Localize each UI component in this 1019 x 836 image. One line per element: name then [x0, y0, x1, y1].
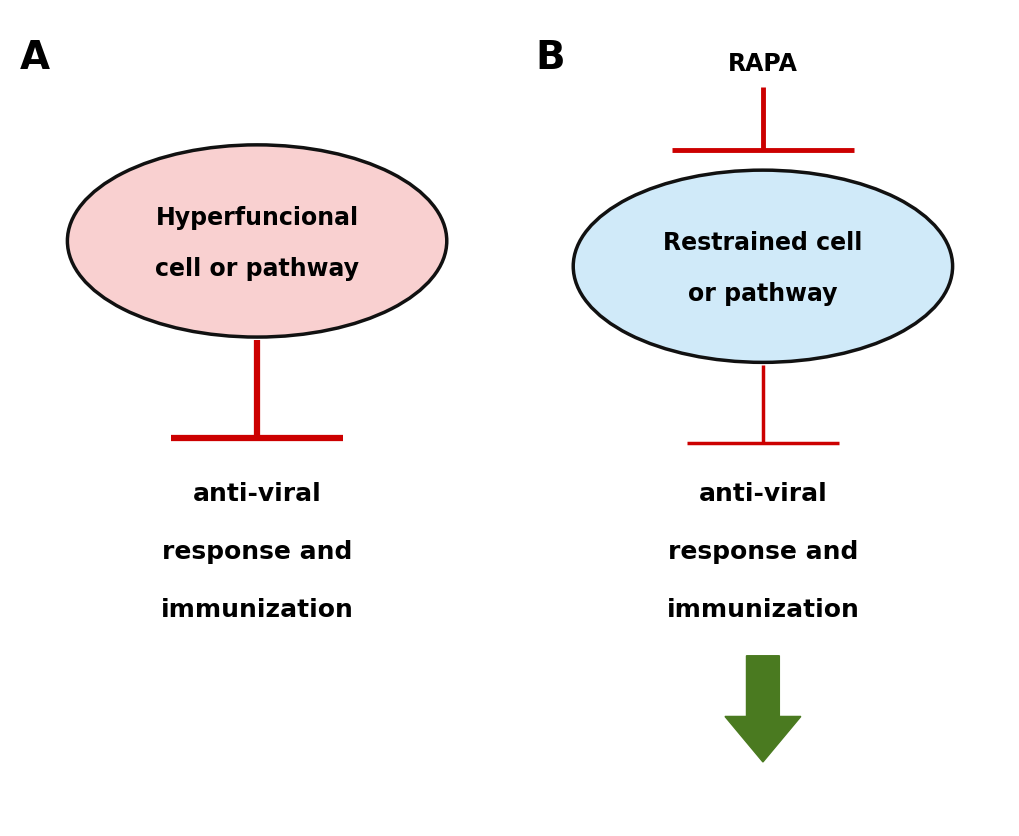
Text: response and: response and: [667, 540, 857, 564]
Text: cell or pathway: cell or pathway: [155, 257, 359, 281]
Ellipse shape: [573, 171, 952, 362]
Ellipse shape: [67, 145, 446, 337]
Text: Hyperfuncional: Hyperfuncional: [155, 206, 359, 230]
Text: RAPA: RAPA: [728, 52, 797, 76]
Text: anti-viral: anti-viral: [698, 482, 826, 506]
Text: Restrained cell: Restrained cell: [662, 232, 862, 256]
Text: anti-viral: anti-viral: [193, 482, 321, 506]
Text: A: A: [19, 38, 49, 77]
Text: immunization: immunization: [665, 599, 859, 622]
Polygon shape: [725, 655, 800, 762]
Text: B: B: [535, 38, 565, 77]
Text: response and: response and: [162, 540, 352, 564]
Text: immunization: immunization: [160, 599, 354, 622]
Text: or pathway: or pathway: [688, 282, 837, 306]
